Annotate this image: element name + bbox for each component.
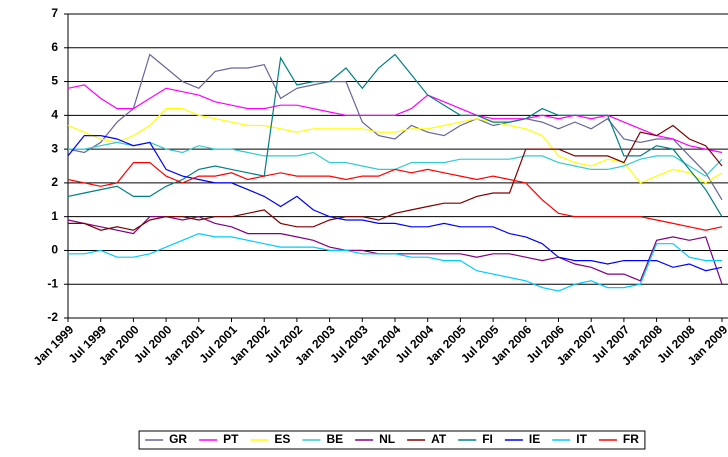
legend-label: BE	[326, 432, 343, 446]
y-tick-label: 5	[51, 74, 58, 88]
series-line	[67, 53, 723, 218]
y-tick-label: 4	[51, 108, 58, 122]
legend-box	[138, 430, 646, 450]
series-line	[68, 141, 723, 177]
legend-label: AT	[431, 432, 447, 446]
legend-label: FR	[623, 432, 639, 446]
legend: GR PT ES BE NL AT FI IE IT FR	[138, 430, 646, 450]
series-line	[67, 135, 723, 272]
series-line	[67, 108, 723, 184]
series-line	[68, 232, 722, 292]
series-line	[68, 124, 723, 231]
legend-label: IE	[529, 432, 540, 446]
legend-label: PT	[223, 432, 239, 446]
y-tick-label: 1	[51, 209, 58, 223]
series-line	[67, 84, 723, 154]
y-tick-label: 3	[51, 141, 58, 155]
y-tick-label: 0	[51, 243, 58, 257]
legend-label: ES	[274, 432, 290, 446]
legend-label: NL	[379, 432, 395, 446]
y-tick-label: 2	[51, 175, 58, 189]
series-line	[67, 162, 723, 231]
y-tick-label: -1	[47, 276, 58, 290]
legend-label: GR	[169, 432, 187, 446]
y-tick-label: 7	[51, 6, 58, 20]
legend-label: FI	[482, 432, 493, 446]
legend-label: IT	[576, 432, 587, 446]
y-tick-label: -2	[47, 310, 58, 324]
series-line	[67, 53, 723, 201]
y-tick-label: 6	[51, 40, 58, 54]
